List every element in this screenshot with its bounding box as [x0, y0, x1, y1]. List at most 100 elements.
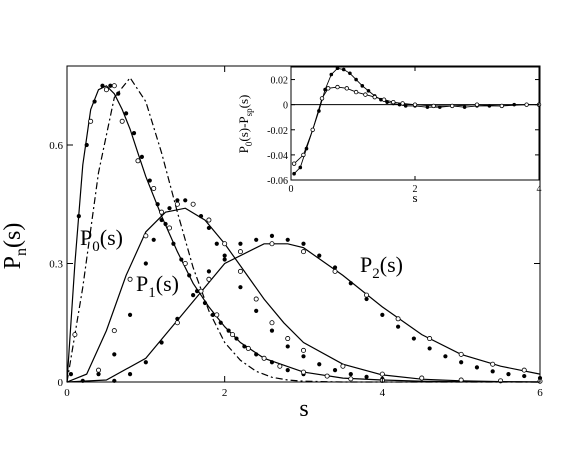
inset-series-0-point-6: [329, 72, 334, 77]
main-series-5-point-13: [214, 241, 219, 246]
inset-series-0-point-15: [385, 100, 389, 104]
y-axis-label-suffix: (s): [0, 223, 26, 248]
main-y-tick-label-1: 0.3: [49, 259, 63, 271]
main-series-5-point-8: [175, 198, 180, 203]
main-series-9-point-1: [206, 276, 212, 282]
main-series-5-point-17: [269, 328, 275, 333]
main-series-4-point-12: [163, 221, 168, 227]
inset-series-1-point-13: [412, 102, 418, 107]
inset-series-1-point-3: [319, 96, 325, 101]
main-series-6-point-14: [332, 265, 338, 270]
main-series-8-point-3: [143, 233, 149, 239]
main-series-8-point-5: [174, 201, 180, 207]
main-series-8-point-10: [253, 296, 259, 302]
inset-series-1-point-11: [391, 99, 396, 105]
main-series-5-point-18: [285, 344, 290, 349]
main-series-6-point-21: [443, 354, 448, 359]
main-series-6-point-1: [127, 372, 133, 377]
main-series-7-point-2: [103, 87, 109, 93]
main-series-7-point-6: [151, 185, 157, 191]
inset-series-1-point-6: [344, 86, 349, 91]
main-series-4-point-2: [84, 142, 89, 148]
inset-series-0-point-23: [462, 105, 467, 109]
main-series-9-point-5: [332, 268, 338, 274]
main-series-5-point-9: [183, 198, 188, 203]
main-series-5-point-4: [143, 261, 148, 266]
main-x-tick-label-1: 2: [222, 387, 228, 399]
inset-x-tick-label-0: 0: [289, 184, 294, 195]
main-series-6-point-2: [143, 360, 148, 365]
inset-series-1-point-7: [353, 89, 359, 95]
main-series-5-point-11: [198, 214, 204, 219]
main-series-6-point-9: [254, 237, 259, 242]
curve-label-p1-sub: 1: [148, 285, 156, 301]
inset-series-1-point-10: [381, 97, 387, 102]
main-series-8-point-15: [379, 371, 385, 377]
main-series-4-point-0: [68, 372, 74, 377]
main-series-4-point-11: [155, 202, 160, 207]
main-series-5-point-16: [254, 308, 259, 313]
main-series-6-point-19: [411, 336, 416, 341]
main-series-8-point-14: [340, 363, 346, 369]
inset-y-label-part-1: P: [236, 146, 251, 153]
inset-y-label-part-2: 0: [244, 141, 254, 146]
main-series-4-point-25: [285, 368, 290, 373]
main-series-8-point-11: [269, 320, 275, 326]
inset-series-0-point-25: [487, 104, 492, 108]
main-series-7-point-5: [135, 158, 141, 164]
main-series-5-point-5: [151, 237, 156, 242]
main-series-8-point-7: [206, 217, 212, 223]
curve-label-p0-main: P: [80, 225, 92, 250]
main-series-5-point-23: [364, 374, 369, 379]
main-series-6-point-4: [175, 316, 180, 321]
main-series-4-point-6: [116, 91, 121, 96]
main-series-7-point-14: [277, 363, 283, 369]
main-series-8-point-6: [190, 201, 196, 207]
inset-series-0-point-0: [292, 171, 296, 176]
inset-series-1-point-18: [524, 102, 529, 107]
inset-series-1-point-2: [310, 127, 315, 132]
curve-label-p0-sub: 0: [92, 239, 100, 255]
main-series-4-point-17: [202, 300, 208, 306]
y-axis-label-sub: n: [13, 248, 30, 256]
inset-series-1-point-14: [431, 103, 436, 109]
inset-x-tick-label-1: 2: [413, 184, 418, 195]
inset-y-tick-label-2: -0.02: [267, 126, 288, 137]
main-series-5-point-7: [167, 206, 172, 211]
curve-label-p1-main: P: [136, 271, 148, 296]
main-series-4-point-7: [124, 111, 129, 116]
main-series-4-point-1: [76, 214, 81, 219]
main-series-8-point-8: [222, 241, 228, 247]
inset-x-axis-label: s: [412, 190, 417, 205]
main-series-8-point-13: [300, 347, 306, 353]
inset-plot-tick-labels: 0 2 4 0.02 0 -0.02 -0.04 -0.06: [267, 76, 541, 195]
inset-plot-ticks: [290, 67, 540, 181]
main-series-4-point-8: [131, 131, 137, 136]
main-series-6-point-23: [474, 365, 480, 370]
main-series-6-point-22: [459, 360, 464, 365]
main-series-6-point-12: [301, 241, 306, 246]
main-series-9-point-8: [427, 336, 433, 342]
main-series-6-point-18: [396, 324, 401, 329]
main-series-9-point-2: [237, 249, 243, 255]
main-series-8-point-16: [419, 375, 425, 381]
main-series-4-point-15: [187, 273, 192, 278]
main-series-4-point-16: [194, 289, 200, 294]
main-series-9-point-4: [300, 249, 306, 255]
main-series-4-point-21: [234, 336, 239, 341]
main-series-4-point-13: [171, 241, 176, 246]
main-series-5-point-12: [206, 225, 211, 231]
main-plot-tick-labels: 0 2 4 6 0 0.3 0.6: [49, 140, 543, 399]
main-series-7-point-8: [182, 260, 188, 266]
inset-series-1-point-8: [363, 92, 368, 97]
main-series-4-point-10: [147, 178, 152, 183]
main-series-6-point-24: [490, 369, 495, 374]
main-series-5-point-1: [96, 372, 101, 377]
main-series-9-point-6: [364, 292, 370, 298]
main-series-7-point-15: [300, 369, 306, 375]
inset-series-0-point-1: [298, 165, 303, 170]
main-series-6-point-20: [427, 346, 432, 351]
main-series-9-point-9: [458, 351, 464, 357]
main-series-5-point-2: [112, 352, 117, 357]
main-series-8-point-2: [127, 276, 133, 282]
